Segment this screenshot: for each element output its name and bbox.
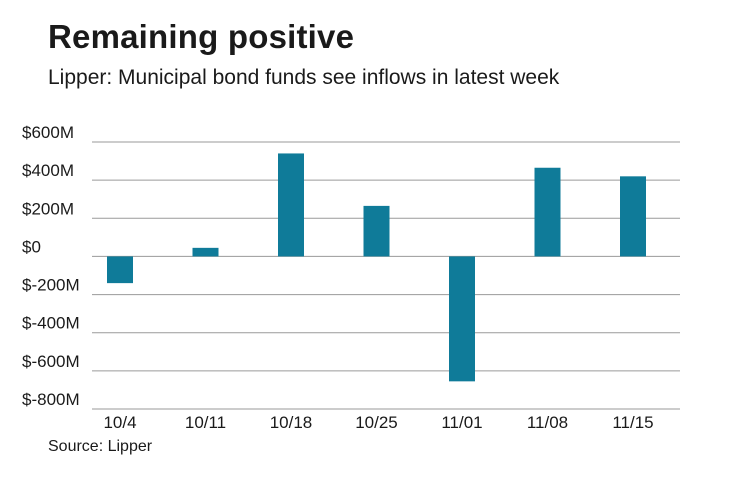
x-tick-label: 10/11 xyxy=(185,413,226,432)
bar-11-08 xyxy=(534,167,561,257)
y-tick-label: $-200M xyxy=(22,276,80,295)
bar-10-11 xyxy=(192,247,219,257)
x-tick-label: 11/01 xyxy=(441,413,482,432)
y-tick-label: $200M xyxy=(22,199,74,218)
x-tick-label: 10/18 xyxy=(270,413,313,432)
bars xyxy=(107,153,646,382)
y-axis-tick-labels: $600M $400M $200M $0 $-200M $-400M $-600M $-800… xyxy=(22,123,80,409)
y-tick-label: $-400M xyxy=(22,314,80,333)
x-tick-label: 10/4 xyxy=(103,413,136,432)
gridlines xyxy=(92,141,680,410)
bar-10-18 xyxy=(278,153,304,257)
x-axis-tick-labels: 10/4 10/11 10/18 10/25 11/01 11/08 11/15 xyxy=(103,413,653,432)
bar-11-15 xyxy=(620,176,646,257)
source-note: Source: Lipper xyxy=(48,438,153,455)
x-tick-label: 11/15 xyxy=(612,413,653,432)
chart-title: Remaining positive xyxy=(48,18,355,55)
x-tick-label: 11/08 xyxy=(527,413,568,432)
y-tick-label: $0 xyxy=(22,237,41,256)
x-tick-label: 10/25 xyxy=(355,413,398,432)
bar-10-25 xyxy=(363,205,390,257)
chart-subtitle: Lipper: Municipal bond funds see inflows… xyxy=(48,66,560,89)
y-tick-label: $400M xyxy=(22,161,74,180)
bar-10-4 xyxy=(107,256,133,284)
y-tick-label: $600M xyxy=(22,123,74,142)
y-tick-label: $-600M xyxy=(22,352,80,371)
y-tick-label: $-800M xyxy=(22,390,80,409)
bar-11-01 xyxy=(449,256,475,382)
